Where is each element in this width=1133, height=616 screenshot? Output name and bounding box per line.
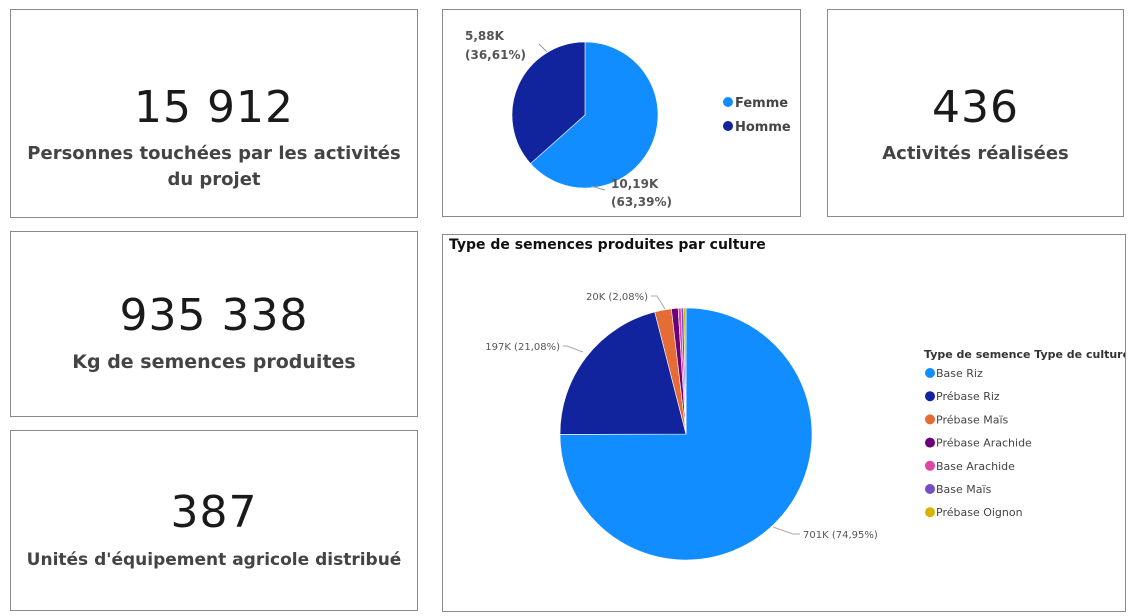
kpi-value: 15 912 (134, 82, 294, 133)
pie-slice-base-riz[interactable] (559, 307, 813, 561)
data-label-text: 197K (21,08%) (485, 342, 560, 353)
legend-label: Prébase Riz (936, 390, 1000, 403)
legend-item-base-riz[interactable]: Base Riz (925, 367, 983, 380)
legend-label: Homme (735, 120, 791, 135)
legend-item-prebase-oignon[interactable]: Prébase Oignon (925, 506, 1023, 519)
kpi-value: 935 338 (119, 290, 309, 341)
legend-item-base-mais[interactable]: Base Maïs (925, 483, 992, 496)
kpi-card-seeds: 935 338 Kg de semences produites (10, 231, 418, 417)
seeds-pie-chart: 701K (74,95%) 197K (21,08%) 20K (2,08%) Typ… (485, 292, 1125, 561)
legend-item-prebase-riz[interactable]: Prébase Riz (925, 390, 1000, 403)
kpi-label: Personnes touchées par les activités du … (27, 143, 401, 190)
data-label-value: 10,19K (611, 177, 659, 191)
kpi-value: 436 (932, 82, 1019, 133)
legend-label: Prébase Arachide (936, 437, 1032, 450)
pie-slice-femme[interactable] (530, 41, 659, 189)
data-label-percent: (36,61%) (465, 48, 526, 62)
data-label-text: 701K (74,95%) (803, 530, 878, 541)
kpi-card-equipment: 387 Unités d'équipement agricole distrib… (10, 430, 418, 611)
pie-slice-prebase-oignon[interactable] (683, 307, 687, 435)
data-label-femme: 10,19K (63,39%) (590, 177, 672, 209)
kpi-label: Kg de semences produites (72, 351, 356, 373)
data-label-percent: (63,39%) (611, 195, 672, 209)
legend-title: Type de semence Type de culture (924, 348, 1125, 361)
chart-title: Type de semences produites par culture (449, 237, 766, 253)
legend-label: Base Riz (936, 367, 983, 380)
data-label-value: 5,88K (465, 29, 505, 43)
kpi-label: Activités réalisées (882, 143, 1069, 164)
legend-item-prebase-mais[interactable]: Prébase Maïs (925, 413, 1008, 426)
data-label-homme: 5,88K (36,61%) (465, 29, 548, 62)
gender-pie-card: 10,19K (63,39%) 5,88K (36,61%) Femme Homme (442, 9, 801, 217)
legend-item-femme[interactable]: Femme (723, 96, 788, 111)
kpi-card-activities: 436 Activités réalisées (827, 9, 1124, 217)
kpi-value: 387 (170, 487, 258, 538)
data-label-prebase-riz: 197K (21,08%) (485, 342, 584, 353)
legend-item-homme[interactable]: Homme (723, 120, 791, 135)
data-label-text: 20K (2,08%) (586, 292, 648, 303)
legend-label: Prébase Oignon (936, 506, 1023, 519)
legend-label: Femme (735, 96, 788, 111)
legend-item-base-arachide[interactable]: Base Arachide (925, 460, 1015, 473)
legend-item-prebase-arachide[interactable]: Prébase Arachide (925, 437, 1032, 450)
legend-label: Base Maïs (936, 483, 992, 496)
data-label-prebase-mais: 20K (2,08%) (586, 292, 666, 310)
legend-label: Base Arachide (936, 460, 1015, 473)
pie-slice-homme[interactable] (511, 41, 586, 165)
data-label-base-riz: 701K (74,95%) (772, 526, 878, 541)
gender-pie-chart: 10,19K (63,39%) 5,88K (36,61%) Femme Homme (465, 29, 791, 209)
legend-label: Prébase Maïs (936, 413, 1008, 426)
kpi-card-persons: 15 912 Personnes touchées par les activi… (10, 9, 418, 218)
kpi-label: Unités d'équipement agricole distribué (26, 550, 402, 570)
seeds-pie-card: Type de semences produites par culture 7… (442, 234, 1126, 612)
pie-slice-prebase-riz[interactable] (559, 311, 687, 435)
